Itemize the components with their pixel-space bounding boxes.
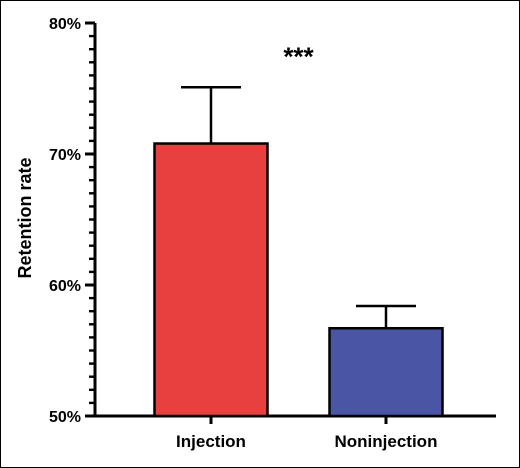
- bar-noninjection: [328, 326, 444, 418]
- category-label: Noninjection: [335, 432, 438, 451]
- category-labels: Injection Noninjection: [176, 432, 437, 451]
- y-tick-label: 50%: [49, 409, 81, 426]
- y-tick-label: 70%: [49, 147, 81, 164]
- bar-injection: [153, 142, 269, 418]
- y-tick-label: 80%: [49, 16, 81, 33]
- bars: [153, 85, 444, 418]
- y-axis-title: Retention rate: [15, 157, 35, 278]
- y-tick-label: 60%: [49, 278, 81, 295]
- significance-annotation: ***: [283, 42, 314, 72]
- category-label: Injection: [176, 432, 246, 451]
